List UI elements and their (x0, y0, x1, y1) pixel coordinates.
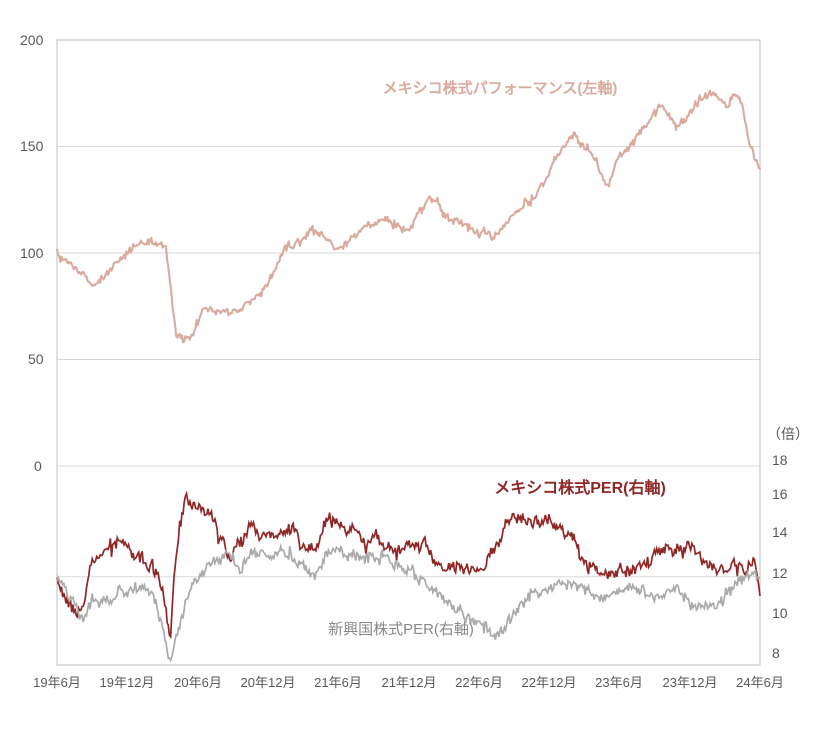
svg-text:新興国株式PER(右軸): 新興国株式PER(右軸) (328, 621, 474, 638)
svg-text:メキシコ株式パフォーマンス(左軸): メキシコ株式パフォーマンス(左軸) (383, 79, 618, 97)
svg-text:メキシコ株式PER(右軸): メキシコ株式PER(右軸) (494, 478, 666, 497)
